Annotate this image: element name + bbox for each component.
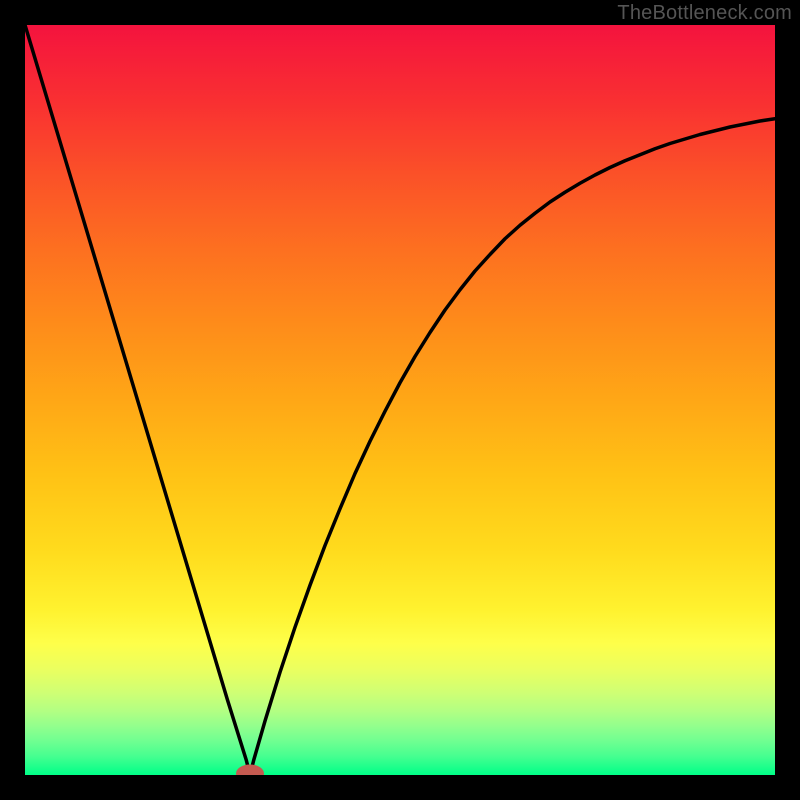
chart-svg: [25, 25, 775, 775]
watermark-label: TheBottleneck.com: [617, 2, 792, 25]
chart-container: TheBottleneck.com: [0, 0, 800, 800]
plot-area: [25, 25, 775, 775]
